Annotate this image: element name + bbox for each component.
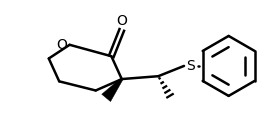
Polygon shape (102, 78, 123, 102)
Text: O: O (56, 38, 67, 52)
Text: S: S (186, 59, 195, 73)
Text: O: O (116, 14, 127, 28)
